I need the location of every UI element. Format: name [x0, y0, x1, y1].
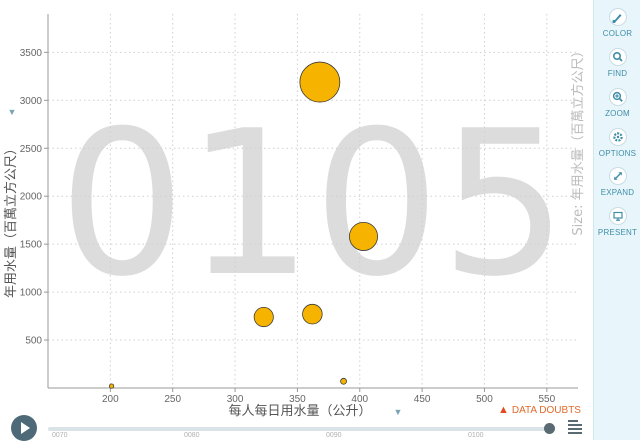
x-tick-label: 400 [351, 394, 368, 405]
data-bubble[interactable] [340, 377, 347, 385]
y-tick-label: 2500 [20, 144, 43, 155]
data-bubble[interactable] [299, 61, 341, 103]
x-tick-label: 350 [289, 394, 306, 405]
search-icon [608, 48, 627, 66]
speed-control[interactable] [568, 418, 582, 434]
time-slider-handle[interactable] [544, 423, 555, 434]
speed-bar [568, 432, 582, 434]
data-doubts-link[interactable]: ▲ DATA DOUBTS [498, 404, 581, 416]
time-slider-label: 0080 [184, 432, 200, 439]
time-slider-label: 0070 [52, 432, 68, 439]
zoom-tool-button[interactable]: ZOOM [594, 88, 640, 118]
zoom-tool-label: ZOOM [605, 109, 630, 118]
find-tool-label: FIND [607, 69, 628, 78]
present-icon [608, 207, 627, 225]
data-bubble[interactable] [253, 307, 274, 328]
x-tick-label: 550 [538, 394, 555, 405]
speed-bar [568, 420, 578, 422]
y-axis-dropdown-icon[interactable]: ▼ [8, 107, 17, 117]
data-bubble[interactable] [349, 222, 378, 251]
y-tick-label: 2000 [20, 192, 43, 203]
data-doubts-label: DATA DOUBTS [511, 405, 581, 416]
play-icon [21, 422, 30, 434]
expand-icon [608, 167, 627, 185]
y-axis-title[interactable]: 年用水量（百萬立方公尺） [3, 142, 19, 298]
color-tool-label: COLOR [602, 29, 633, 38]
color-tool-button[interactable]: COLOR [594, 8, 640, 38]
x-tick-label: 300 [227, 394, 244, 405]
time-slider-label: 0090 [326, 432, 342, 439]
gear-icon [608, 128, 627, 146]
y-tick-label: 1500 [20, 240, 43, 251]
background-year-label: 0105 [59, 88, 568, 321]
expand-tool-label: EXPAND [600, 188, 635, 197]
x-axis-dropdown-icon[interactable]: ▼ [394, 407, 403, 417]
toolbar-panel: COLOR FIND ZOOM OPTIONS EXPAND PRESENT [593, 0, 640, 440]
options-tool-label: OPTIONS [598, 149, 637, 158]
brush-icon [608, 8, 627, 26]
speed-bar [568, 428, 582, 430]
size-axis-title[interactable]: Size: 年用水量（百萬立方公尺） [570, 44, 586, 235]
time-slider-label: 0100 [468, 432, 484, 439]
y-tick-label: 3500 [20, 48, 43, 59]
play-button[interactable] [11, 415, 37, 441]
x-tick-label: 200 [102, 394, 119, 405]
speed-bar [568, 424, 582, 426]
chart: 0105 200 250 300 350 400 450 500 550 500 1000 1500… [3, 14, 586, 419]
find-tool-button[interactable]: FIND [594, 48, 640, 78]
x-tick-label: 250 [164, 394, 181, 405]
expand-tool-button[interactable]: EXPAND [594, 167, 640, 197]
x-tick-label: 500 [476, 394, 493, 405]
x-tick-label: 450 [414, 394, 431, 405]
present-tool-button[interactable]: PRESENT [594, 207, 640, 237]
x-axis-title[interactable]: 每人每日用水量（公升） [228, 403, 371, 419]
zoom-icon [608, 88, 627, 106]
y-tick-label: 3000 [20, 96, 43, 107]
data-bubble[interactable] [302, 303, 323, 325]
time-slider-labels: 0070 0080 0090 0100 [0, 432, 593, 440]
time-slider-track[interactable] [48, 427, 550, 431]
warning-icon: ▲ [498, 404, 509, 416]
y-tick-label: 500 [25, 336, 42, 347]
data-bubble[interactable] [109, 383, 115, 389]
options-tool-button[interactable]: OPTIONS [594, 128, 640, 158]
y-tick-label: 1000 [20, 288, 43, 299]
present-tool-label: PRESENT [597, 228, 638, 237]
